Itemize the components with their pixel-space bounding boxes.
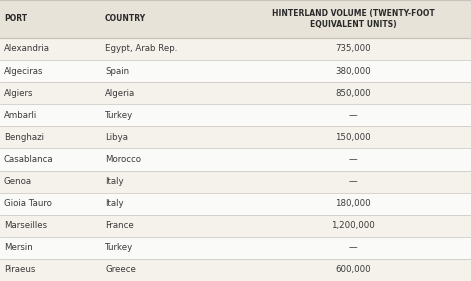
Text: Ambarli: Ambarli [4, 111, 37, 120]
Text: 850,000: 850,000 [335, 89, 371, 98]
Text: 735,000: 735,000 [335, 44, 371, 53]
Text: Greece: Greece [105, 266, 136, 275]
Text: —: — [349, 155, 357, 164]
Text: Morocco: Morocco [105, 155, 141, 164]
Bar [0, 259, 471, 281]
Text: Gioia Tauro: Gioia Tauro [4, 199, 52, 208]
Text: Benghazi: Benghazi [4, 133, 44, 142]
Text: Algeria: Algeria [105, 89, 135, 98]
Bar [0, 171, 471, 192]
Text: 180,000: 180,000 [335, 199, 371, 208]
Bar [0, 82, 471, 104]
Text: Italy: Italy [105, 199, 124, 208]
Text: COUNTRY: COUNTRY [105, 14, 146, 24]
Bar [0, 0, 471, 38]
Text: Alexandria: Alexandria [4, 44, 50, 53]
Text: —: — [349, 111, 357, 120]
Text: Italy: Italy [105, 177, 124, 186]
Text: PORT: PORT [4, 14, 27, 24]
Text: Libya: Libya [105, 133, 128, 142]
Text: HINTERLAND VOLUME (TWENTY-FOOT
EQUIVALENT UNITS): HINTERLAND VOLUME (TWENTY-FOOT EQUIVALEN… [272, 9, 435, 29]
Text: 150,000: 150,000 [335, 133, 371, 142]
Text: Algiers: Algiers [4, 89, 33, 98]
Bar [0, 126, 471, 148]
Text: 600,000: 600,000 [335, 266, 371, 275]
Bar [0, 237, 471, 259]
Text: —: — [349, 177, 357, 186]
Text: Marseilles: Marseilles [4, 221, 47, 230]
Text: France: France [105, 221, 134, 230]
Bar [0, 148, 471, 171]
Text: Egypt, Arab Rep.: Egypt, Arab Rep. [105, 44, 178, 53]
Text: Piraeus: Piraeus [4, 266, 35, 275]
Text: Turkey: Turkey [105, 243, 133, 252]
Bar [0, 215, 471, 237]
Text: Spain: Spain [105, 67, 129, 76]
Text: Genoa: Genoa [4, 177, 32, 186]
Text: Casablanca: Casablanca [4, 155, 53, 164]
Text: 380,000: 380,000 [335, 67, 371, 76]
Bar [0, 38, 471, 60]
Bar [0, 104, 471, 126]
Bar [0, 192, 471, 215]
Text: Turkey: Turkey [105, 111, 133, 120]
Text: —: — [349, 243, 357, 252]
Text: 1,200,000: 1,200,000 [332, 221, 375, 230]
Bar [0, 60, 471, 82]
Text: Algeciras: Algeciras [4, 67, 43, 76]
Text: Mersin: Mersin [4, 243, 32, 252]
